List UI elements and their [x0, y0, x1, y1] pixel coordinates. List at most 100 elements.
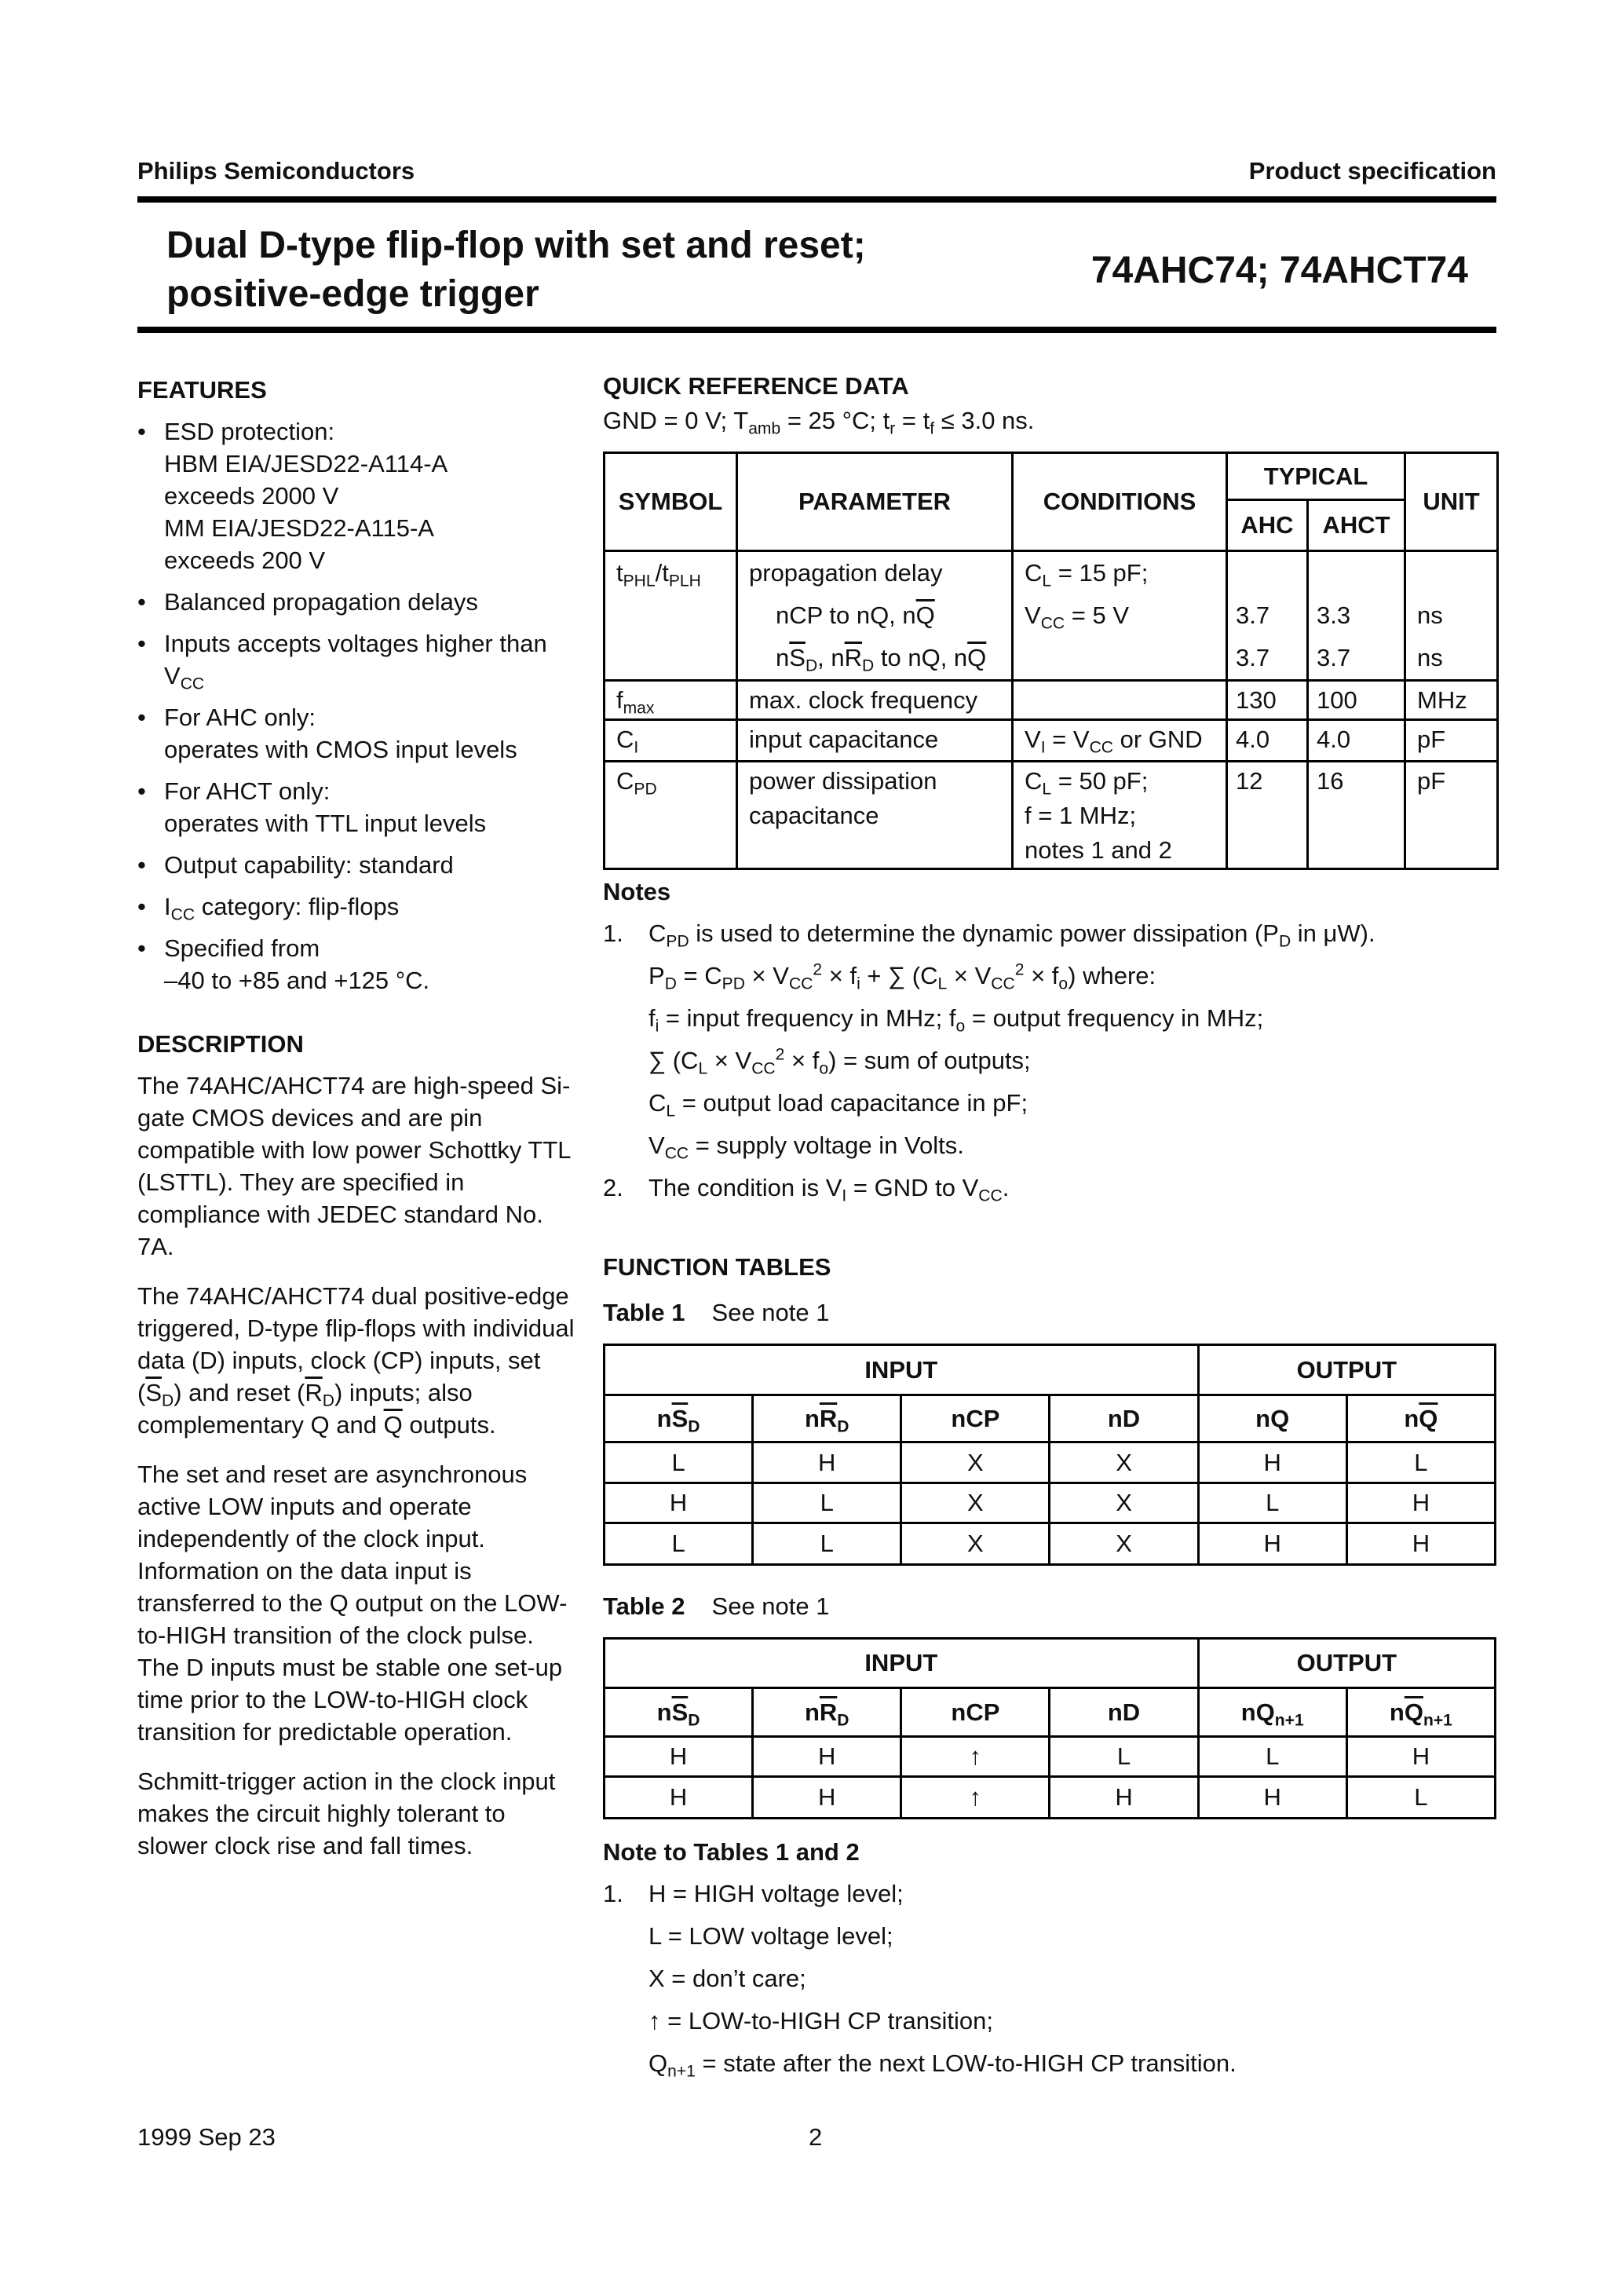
title-rule	[137, 327, 1496, 333]
header-ahct: AHCT	[1306, 499, 1406, 552]
left-column: FEATURES ESD protection:HBM EIA/JESD22-A…	[137, 374, 577, 1879]
column-header: nRD	[751, 1687, 903, 1738]
note-text: H = HIGH voltage level; L = LOW voltage l…	[648, 1880, 1237, 2081]
table-cell: H	[1196, 1441, 1348, 1484]
ahct-value: 100	[1306, 679, 1406, 721]
company-name: Philips Semiconductors	[137, 157, 415, 185]
table-cell: H	[751, 1441, 903, 1484]
table-cell: ↑	[900, 1735, 1051, 1778]
function-tables-heading: FUNCTION TABLES	[603, 1253, 831, 1281]
function-table-1: INPUT OUTPUT nSD nRD nCP nD nQ nQ L H X X H L H L X X L H L L…	[602, 1344, 1497, 1566]
description-paragraph: The 74AHC/AHCT74 dual positive-edge trig…	[137, 1282, 575, 1439]
ahct-value: 4.0	[1306, 718, 1406, 762]
table-cell: H	[1345, 1482, 1497, 1524]
unit-cell: pF	[1404, 718, 1499, 762]
quick-reference-table: SYMBOL PARAMETER CONDITIONS TYPICAL UNIT…	[603, 452, 1499, 870]
note-item: 1. CPD is used to determine the dynamic p…	[603, 912, 1498, 1167]
feature-item: For AHC only:operates with CMOS input le…	[137, 701, 577, 766]
table-row: CI input capacitance VI = VCC or GND 4.0 4.0…	[603, 718, 1499, 762]
unit-cell: MHz	[1404, 679, 1499, 721]
note-text: The condition is VI = GND to VCC.	[648, 1174, 1010, 1205]
title-line-1: Dual D-type flip-flop with set and reset…	[166, 225, 866, 266]
table-cell: L	[1196, 1735, 1348, 1778]
conditions-cell: CL = 15 pF; VCC = 5 V	[1011, 550, 1228, 682]
table-cell: ↑	[900, 1775, 1051, 1819]
input-group-header: INPUT	[603, 1637, 1200, 1689]
quick-reference-conditions: GND = 0 V; Tamb = 25 °C; tr = tf ≤ 3.0 n…	[603, 407, 1035, 438]
group-header-row: INPUT OUTPUT	[603, 1344, 1497, 1396]
table-cell: L	[602, 1522, 754, 1566]
table-caption-text: See note 1	[711, 1592, 830, 1620]
table-cell: H	[1345, 1522, 1497, 1566]
feature-item: Output capability: standard	[137, 849, 577, 881]
column-header: nQn+1	[1345, 1687, 1497, 1738]
column-header: nSD	[602, 1687, 754, 1738]
table-row: fmax max. clock frequency 130 100 MHz	[603, 679, 1499, 721]
table-caption: Table 1 See note 1	[603, 1299, 830, 1327]
table-label: Table 2	[603, 1592, 685, 1620]
document-title: Dual D-type flip-flop with set and reset…	[166, 221, 866, 319]
column-header: nCP	[900, 1687, 1051, 1738]
table-cell: H	[751, 1775, 903, 1819]
parameter-cell: max. clock frequency	[736, 679, 1014, 721]
symbol-cell: tPHL/tPLH	[603, 550, 738, 682]
page-number: 2	[809, 2123, 823, 2151]
description-body: The 74AHC/AHCT74 are high-speed Si-gate …	[137, 1069, 577, 1862]
table-label: Table 1	[603, 1299, 685, 1326]
symbol-cell: fmax	[603, 679, 738, 721]
table-cell: H	[1196, 1775, 1348, 1819]
column-header: nSD	[602, 1394, 754, 1443]
table-cell: L	[1196, 1482, 1348, 1524]
output-group-header: OUTPUT	[1196, 1344, 1497, 1396]
ahct-value: 16	[1306, 760, 1406, 870]
footer-date: 1999 Sep 23	[137, 2123, 276, 2151]
header-unit: UNIT	[1404, 452, 1499, 552]
feature-item: For AHCT only:operates with TTL input le…	[137, 775, 577, 839]
table-notes-heading: Note to Tables 1 and 2	[603, 1838, 860, 1866]
column-header: nQ	[1345, 1394, 1497, 1443]
description-heading: DESCRIPTION	[137, 1030, 304, 1058]
table-cell: H	[1196, 1522, 1348, 1566]
column-header: nD	[1048, 1394, 1200, 1443]
description-paragraph: The 74AHC/AHCT74 are high-speed Si-gate …	[137, 1072, 571, 1260]
column-header: nRD	[751, 1394, 903, 1443]
header-parameter: PARAMETER	[736, 452, 1014, 552]
symbol-cell: CI	[603, 718, 738, 762]
table-cell: H	[602, 1482, 754, 1524]
feature-item: ICC category: flip-flops	[137, 890, 577, 923]
features-list: ESD protection:HBM EIA/JESD22-A114-Aexce…	[137, 415, 577, 996]
input-group-header: INPUT	[603, 1344, 1200, 1396]
header-rule	[137, 196, 1496, 203]
feature-item: Specified from–40 to +85 and +125 °C.	[137, 932, 577, 996]
table-caption: Table 2 See note 1	[603, 1592, 830, 1621]
column-header: nCP	[900, 1394, 1051, 1443]
table-cell: X	[1048, 1522, 1200, 1566]
notes: Notes 1. CPD is used to determine the dyn…	[603, 872, 1498, 1209]
column-header: nQ	[1196, 1394, 1348, 1443]
table-cell: X	[900, 1522, 1051, 1566]
note-number: 1.	[603, 919, 623, 947]
group-header-row: INPUT OUTPUT	[603, 1637, 1497, 1689]
description-paragraph: The set and reset are asynchronous activ…	[137, 1461, 568, 1746]
column-header-row: nSD nRD nCP nD nQ nQ	[602, 1394, 1497, 1443]
table-cell: X	[900, 1441, 1051, 1484]
header-symbol: SYMBOL	[603, 452, 738, 552]
table-cell: L	[1345, 1775, 1497, 1819]
table-cell: H	[602, 1735, 754, 1778]
function-table-2: INPUT OUTPUT nSD nRD nCP nD nQn+1 nQn+1 H H ↑ L L H H H…	[602, 1637, 1497, 1819]
output-group-header: OUTPUT	[1196, 1637, 1497, 1689]
ahc-value: 4.0	[1226, 718, 1309, 762]
document-type: Product specification	[1248, 157, 1496, 185]
description-paragraph: Schmitt-trigger action in the clock inpu…	[137, 1768, 556, 1859]
table-cell: H	[751, 1735, 903, 1778]
ahc-value: 130	[1226, 679, 1309, 721]
note-text: CPD is used to determine the dynamic pow…	[648, 919, 1375, 1163]
ahc-value: 3.7 3.7	[1226, 550, 1309, 682]
column-header: nQn+1	[1196, 1687, 1348, 1738]
ahct-value: 3.3 3.7	[1306, 550, 1406, 682]
table-row: CPD power dissipation capacitance CL = 50 p…	[603, 760, 1499, 870]
table-row: tPHL/tPLH propagation delay nCP to nQ, nQ n…	[603, 550, 1499, 682]
